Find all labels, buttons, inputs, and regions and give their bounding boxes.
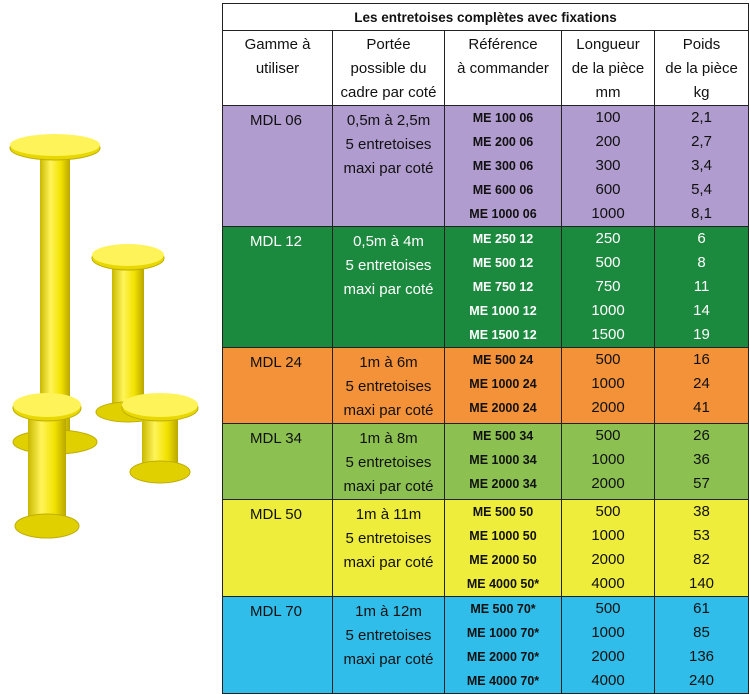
gamme-cell: MDL 06: [222, 105, 333, 227]
portee-cell: 1m à 11m 5 entretoises maxi par coté: [332, 499, 445, 597]
medium-spacer: [91, 244, 165, 423]
table-body: MDL 06 0,5m à 2,5m 5 entretoises maxi par c…: [222, 105, 750, 694]
header-longueur: Longueur de la pièce mm: [561, 30, 655, 106]
portee-cell: 1m à 12m 5 entretoises maxi par coté: [332, 596, 445, 694]
gamme-cell: MDL 24: [222, 347, 333, 424]
tall-spacer: [9, 134, 101, 455]
spacer-spec-table: Les entretoises complètes avec fixations…: [221, 3, 750, 694]
poids-cell: 61 85 136 240: [653, 596, 750, 694]
table-title: Les entretoises complètes avec fixations: [221, 3, 750, 31]
reference-cell: ME 250 12 ME 500 12 ME 750 12 ME 1000 12 ME …: [444, 226, 562, 348]
short-spacer-left: [12, 393, 82, 539]
reference-cell: ME 100 06 ME 200 06 ME 300 06 ME 600 06 ME 1…: [444, 105, 562, 227]
gamme-cell: MDL 12: [222, 226, 333, 348]
gamme-cell: MDL 34: [222, 423, 333, 500]
poids-cell: 26 36 57: [653, 423, 750, 500]
table-row: MDL 34 1m à 8m 5 entretoises maxi par coté M…: [222, 423, 750, 500]
poids-cell: 2,1 2,7 3,4 5,4 8,1: [653, 105, 750, 227]
portee-cell: 0,5m à 4m 5 entretoises maxi par coté: [332, 226, 445, 348]
table-row: MDL 50 1m à 11m 5 entretoises maxi par coté…: [222, 499, 750, 597]
header-row: Gamme à utiliser Portée possible du cadr…: [222, 30, 750, 106]
poids-cell: 6 8 11 14 19: [653, 226, 750, 348]
longueur-cell: 100 200 300 600 1000: [561, 105, 655, 227]
longueur-cell: 500 1000 2000: [561, 347, 655, 424]
poids-cell: 38 53 82 140: [653, 499, 750, 597]
header-reference: Référence à commander: [444, 30, 562, 106]
header-portee: Portée possible du cadre par coté: [332, 30, 445, 106]
reference-cell: ME 500 50 ME 1000 50 ME 2000 50 ME 4000 50*: [444, 499, 562, 597]
reference-cell: ME 500 70* ME 1000 70* ME 2000 70* ME 4000 …: [444, 596, 562, 694]
table-row: MDL 12 0,5m à 4m 5 entretoises maxi par cot…: [222, 226, 750, 348]
header-gamme: Gamme à utiliser: [222, 30, 333, 106]
longueur-cell: 250 500 750 1000 1500: [561, 226, 655, 348]
reference-cell: ME 500 34 ME 1000 34 ME 2000 34: [444, 423, 562, 500]
longueur-cell: 500 1000 2000 4000: [561, 499, 655, 597]
portee-cell: 1m à 6m 5 entretoises maxi par coté: [332, 347, 445, 424]
table-row: MDL 24 1m à 6m 5 entretoises maxi par coté M…: [222, 347, 750, 424]
poids-cell: 16 24 41: [653, 347, 750, 424]
spacer-product-illustration: [9, 134, 199, 539]
table-row: MDL 70 1m à 12m 5 entretoises maxi par coté…: [222, 596, 750, 694]
reference-cell: ME 500 24 ME 1000 24 ME 2000 24: [444, 347, 562, 424]
gamme-cell: MDL 70: [222, 596, 333, 694]
portee-cell: 1m à 8m 5 entretoises maxi par coté: [332, 423, 445, 500]
gamme-cell: MDL 50: [222, 499, 333, 597]
header-poids: Poids de la pièce kg: [653, 30, 750, 106]
longueur-cell: 500 1000 2000 4000: [561, 596, 655, 694]
short-spacer-right: [121, 393, 199, 484]
table-row: MDL 06 0,5m à 2,5m 5 entretoises maxi par c…: [222, 105, 750, 227]
longueur-cell: 500 1000 2000: [561, 423, 655, 500]
portee-cell: 0,5m à 2,5m 5 entretoises maxi par coté: [332, 105, 445, 227]
